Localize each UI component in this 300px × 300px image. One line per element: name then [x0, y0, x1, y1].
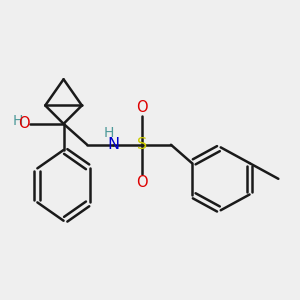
Text: H: H: [103, 126, 114, 140]
Text: O: O: [18, 116, 29, 131]
Text: O: O: [136, 100, 148, 115]
Text: O: O: [136, 175, 148, 190]
Text: N: N: [107, 137, 119, 152]
Text: H: H: [13, 114, 23, 128]
Text: S: S: [137, 137, 147, 152]
